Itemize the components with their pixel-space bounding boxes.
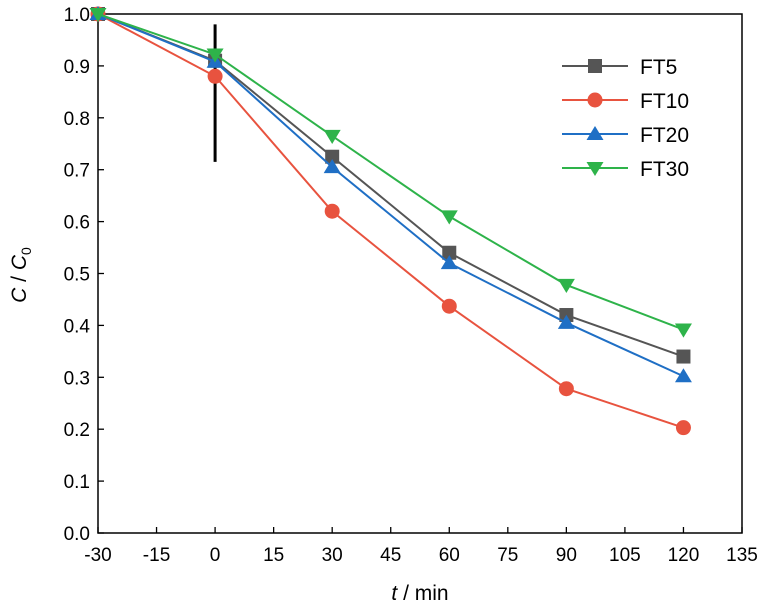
y-axis-num: C: [8, 287, 31, 303]
x-tick-label: 120: [668, 545, 700, 566]
y-tick-label: 1.0: [64, 5, 90, 26]
data-point-ft20: [323, 159, 341, 174]
legend-entry-ft20: FT20: [562, 124, 689, 147]
legend-marker: [586, 125, 604, 141]
legend-entry-ft10: FT10: [562, 90, 689, 113]
legend-marker: [587, 92, 603, 108]
data-point-ft10: [324, 203, 340, 219]
legend-entry-ft5: FT5: [562, 56, 677, 79]
data-point-ft10: [207, 68, 223, 84]
legend-marker: [586, 161, 604, 177]
y-tick-label: 0.7: [64, 161, 90, 182]
y-tick-label: 0.1: [64, 472, 90, 493]
x-tick-label: 60: [439, 545, 460, 566]
series-line-ft20: [97, 13, 684, 378]
x-tick-label: 15: [263, 545, 284, 566]
legend-label: FT5: [640, 56, 677, 79]
y-tick-label: 0.4: [64, 316, 91, 337]
data-point-ft30: [440, 210, 458, 225]
series-line-ft10: [97, 13, 684, 429]
x-tick-label: 75: [497, 545, 518, 566]
y-tick-label: 0.9: [64, 57, 90, 78]
x-tick-label: 30: [322, 545, 343, 566]
data-point-ft5: [676, 349, 691, 364]
data-point-ft30: [674, 323, 692, 338]
series-ft30: [89, 7, 692, 338]
y-tick-label: 0.3: [64, 368, 90, 389]
x-axis-title: t / min: [391, 582, 448, 605]
data-point-ft5: [442, 245, 457, 260]
y-axis-den-sub: 0: [18, 247, 34, 255]
y-tick-label: 0.5: [64, 265, 90, 286]
legend-label: FT10: [640, 90, 689, 113]
y-tick-label: 0.0: [64, 524, 90, 545]
x-tick-label: 90: [556, 545, 577, 566]
y-tick-label: 0.2: [64, 420, 90, 441]
x-tick-label: 105: [609, 545, 641, 566]
y-tick-label: 0.6: [64, 213, 90, 234]
x-tick-label: 0: [210, 545, 221, 566]
data-point-ft20: [557, 314, 575, 329]
y-tick-label: 0.8: [64, 109, 90, 130]
legend-label: FT20: [640, 124, 689, 147]
x-axis-unit: min: [415, 582, 449, 605]
data-point-ft30: [89, 7, 107, 23]
data-point-ft30: [557, 278, 575, 293]
x-tick-label: -15: [143, 545, 170, 566]
data-point-ft30: [206, 48, 224, 63]
x-tick-label: -30: [84, 545, 111, 566]
x-tick-label: 45: [380, 545, 401, 566]
y-axis-sep: /: [8, 270, 31, 288]
data-point-ft10: [675, 420, 691, 436]
legend-label: FT30: [640, 158, 689, 181]
y-axis-den: C: [8, 254, 31, 270]
x-tick-label: 135: [726, 545, 758, 566]
legend-marker: [588, 59, 602, 73]
x-axis-var: t: [391, 582, 398, 605]
data-point-ft30: [323, 129, 341, 145]
series-line-ft30: [97, 13, 684, 331]
data-point-ft20: [440, 255, 458, 270]
y-axis-title: C / C0: [8, 247, 34, 303]
legend-entry-ft30: FT30: [562, 158, 689, 181]
data-point-ft10: [558, 381, 574, 397]
x-axis-sep: /: [397, 582, 415, 605]
data-point-ft5: [325, 149, 340, 164]
data-point-ft20: [674, 368, 692, 383]
data-point-ft10: [441, 298, 457, 314]
